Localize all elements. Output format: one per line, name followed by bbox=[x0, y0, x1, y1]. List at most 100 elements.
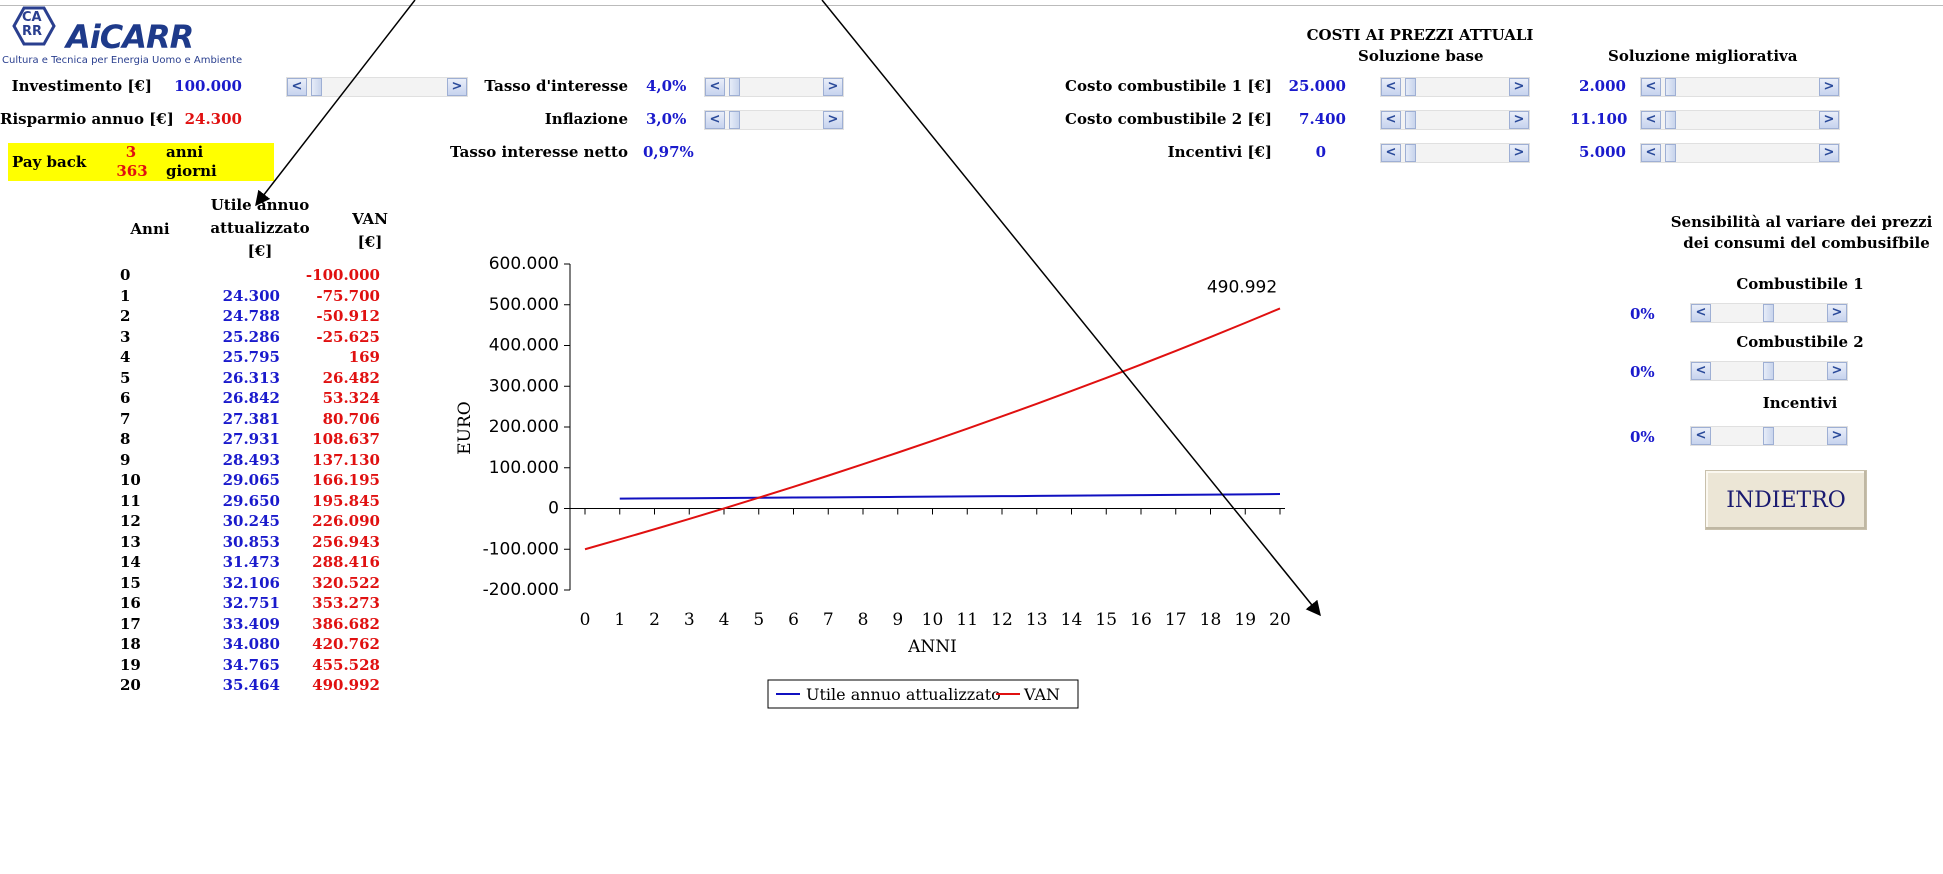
scroll-left-icon[interactable]: < bbox=[1641, 78, 1661, 96]
table-cell-anno: 9 bbox=[120, 450, 131, 469]
table-cell-anno: 2 bbox=[120, 307, 131, 325]
scroll-thumb[interactable] bbox=[1763, 427, 1774, 445]
table-cell-anno: 8 bbox=[120, 430, 131, 448]
scroll-right-icon[interactable]: > bbox=[1509, 144, 1529, 162]
scroll-left-icon[interactable]: < bbox=[705, 78, 725, 96]
table-cell-anno: 12 bbox=[120, 512, 141, 530]
sens-incentivi-scrollbar[interactable]: < > bbox=[1690, 426, 1848, 446]
scroll-left-icon[interactable]: < bbox=[287, 78, 307, 96]
table-cell-utile: 30.245 bbox=[222, 512, 280, 530]
scroll-right-icon[interactable]: > bbox=[1827, 427, 1847, 445]
scroll-right-icon[interactable]: > bbox=[1819, 111, 1839, 129]
table-cell-van: 288.416 bbox=[312, 553, 380, 571]
scroll-right-icon[interactable]: > bbox=[823, 78, 843, 96]
scroll-left-icon[interactable]: < bbox=[1381, 111, 1401, 129]
scroll-right-icon[interactable]: > bbox=[1509, 78, 1529, 96]
table-cell-van: 80.706 bbox=[322, 409, 380, 428]
scroll-right-icon[interactable]: > bbox=[823, 111, 843, 129]
series-line-van bbox=[584, 307, 1281, 551]
x-tick-label: 1 bbox=[614, 610, 625, 630]
table-cell-anno: 10 bbox=[120, 471, 141, 489]
scroll-thumb[interactable] bbox=[1405, 78, 1416, 96]
scroll-right-icon[interactable]: > bbox=[1509, 111, 1529, 129]
scroll-left-icon[interactable]: < bbox=[1641, 144, 1661, 162]
costo1-migl: 2.000 bbox=[1579, 77, 1626, 95]
scroll-thumb[interactable] bbox=[1665, 111, 1676, 129]
scroll-right-icon[interactable]: > bbox=[447, 78, 467, 96]
scroll-thumb[interactable] bbox=[311, 78, 322, 96]
table-cell-anno: 4 bbox=[120, 348, 131, 366]
table-cell-utile: 27.931 bbox=[222, 430, 280, 448]
sens-comb2-value: 0% bbox=[1630, 363, 1655, 381]
scroll-right-icon[interactable]: > bbox=[1819, 78, 1839, 96]
arrow-to-utile-line bbox=[821, 0, 1321, 617]
scroll-left-icon[interactable]: < bbox=[1381, 144, 1401, 162]
costo1-migl-scrollbar[interactable]: < > bbox=[1640, 77, 1840, 97]
scroll-left-icon[interactable]: < bbox=[1691, 427, 1711, 445]
table-cell-utile: 32.751 bbox=[222, 594, 280, 612]
incentivi-migl: 5.000 bbox=[1579, 143, 1626, 161]
scroll-thumb[interactable] bbox=[1405, 111, 1416, 129]
table-cell-utile: 34.080 bbox=[222, 635, 280, 653]
investimento-scrollbar[interactable]: < > bbox=[286, 77, 468, 97]
scroll-left-icon[interactable]: < bbox=[1641, 111, 1661, 129]
scroll-thumb[interactable] bbox=[1763, 362, 1774, 380]
logo-tagline: Cultura e Tecnica per Energia Uomo e Amb… bbox=[2, 55, 243, 66]
table-cell-utile: 27.381 bbox=[222, 409, 280, 428]
costo1-base-scrollbar[interactable]: < > bbox=[1380, 77, 1530, 97]
costo2-base-scrollbar[interactable]: < > bbox=[1380, 110, 1530, 130]
sens-comb2-scrollbar[interactable]: < > bbox=[1690, 361, 1848, 381]
x-tick-label: 19 bbox=[1234, 610, 1256, 630]
tasso-scrollbar[interactable]: < > bbox=[704, 77, 844, 97]
y-tick-label: -200.000 bbox=[483, 580, 559, 600]
x-tick-label: 13 bbox=[1026, 610, 1048, 630]
table-header-anni: Anni bbox=[130, 220, 170, 238]
x-tick-label: 15 bbox=[1095, 610, 1117, 630]
scroll-left-icon[interactable]: < bbox=[1691, 362, 1711, 380]
sens-comb1-scrollbar[interactable]: < > bbox=[1690, 303, 1848, 323]
table-cell-utile: 24.788 bbox=[222, 307, 280, 325]
x-tick-label: 2 bbox=[649, 610, 660, 630]
table-cell-utile: 32.106 bbox=[222, 573, 280, 592]
scroll-thumb[interactable] bbox=[729, 111, 740, 129]
scroll-thumb[interactable] bbox=[1665, 78, 1676, 96]
table-cell-utile: 29.650 bbox=[222, 491, 280, 510]
scroll-right-icon[interactable]: > bbox=[1819, 144, 1839, 162]
scroll-thumb[interactable] bbox=[729, 78, 740, 96]
costo2-migl-scrollbar[interactable]: < > bbox=[1640, 110, 1840, 130]
scroll-thumb[interactable] bbox=[1665, 144, 1676, 162]
sens-incentivi-label: Incentivi bbox=[1762, 394, 1838, 412]
tasso-value: 4,0% bbox=[646, 77, 687, 95]
table-cell-anno: 1 bbox=[120, 286, 131, 305]
table-cell-van: 386.682 bbox=[312, 614, 380, 633]
x-tick-label: 18 bbox=[1200, 610, 1222, 630]
top-rule bbox=[0, 5, 1943, 6]
indietro-button[interactable]: INDIETRO bbox=[1705, 470, 1867, 530]
scroll-right-icon[interactable]: > bbox=[1827, 304, 1847, 322]
table-cell-anno: 19 bbox=[120, 655, 141, 674]
costi-title: COSTI AI PREZZI ATTUALI bbox=[1306, 26, 1534, 44]
table-cell-van: -25.625 bbox=[316, 327, 380, 346]
inflazione-value: 3,0% bbox=[646, 110, 687, 128]
scroll-left-icon[interactable]: < bbox=[705, 111, 725, 129]
scroll-left-icon[interactable]: < bbox=[1381, 78, 1401, 96]
y-tick-label: 200.000 bbox=[489, 417, 559, 437]
x-tick-label: 16 bbox=[1130, 610, 1152, 630]
incentivi-base-scrollbar[interactable]: < > bbox=[1380, 143, 1530, 163]
tasso-label: Tasso d'interesse bbox=[484, 77, 628, 95]
table-cell-van: 420.762 bbox=[312, 635, 380, 653]
incentivi-migl-scrollbar[interactable]: < > bbox=[1640, 143, 1840, 163]
investimento-label: Investimento [€] bbox=[11, 77, 152, 95]
x-tick-label: 6 bbox=[788, 610, 799, 630]
scroll-thumb[interactable] bbox=[1405, 144, 1416, 162]
scroll-left-icon[interactable]: < bbox=[1691, 304, 1711, 322]
inflazione-scrollbar[interactable]: < > bbox=[704, 110, 844, 130]
table-cell-anno: 20 bbox=[120, 676, 141, 694]
logo: CA RR AiCARR bbox=[4, 6, 304, 66]
investimento-value: 100.000 bbox=[174, 77, 242, 95]
series-line-utile bbox=[619, 493, 1281, 500]
scroll-right-icon[interactable]: > bbox=[1827, 362, 1847, 380]
costo1-label: Costo combustibile 1 [€] bbox=[1065, 77, 1272, 95]
x-tick-label: 5 bbox=[753, 610, 764, 630]
scroll-thumb[interactable] bbox=[1763, 304, 1774, 322]
